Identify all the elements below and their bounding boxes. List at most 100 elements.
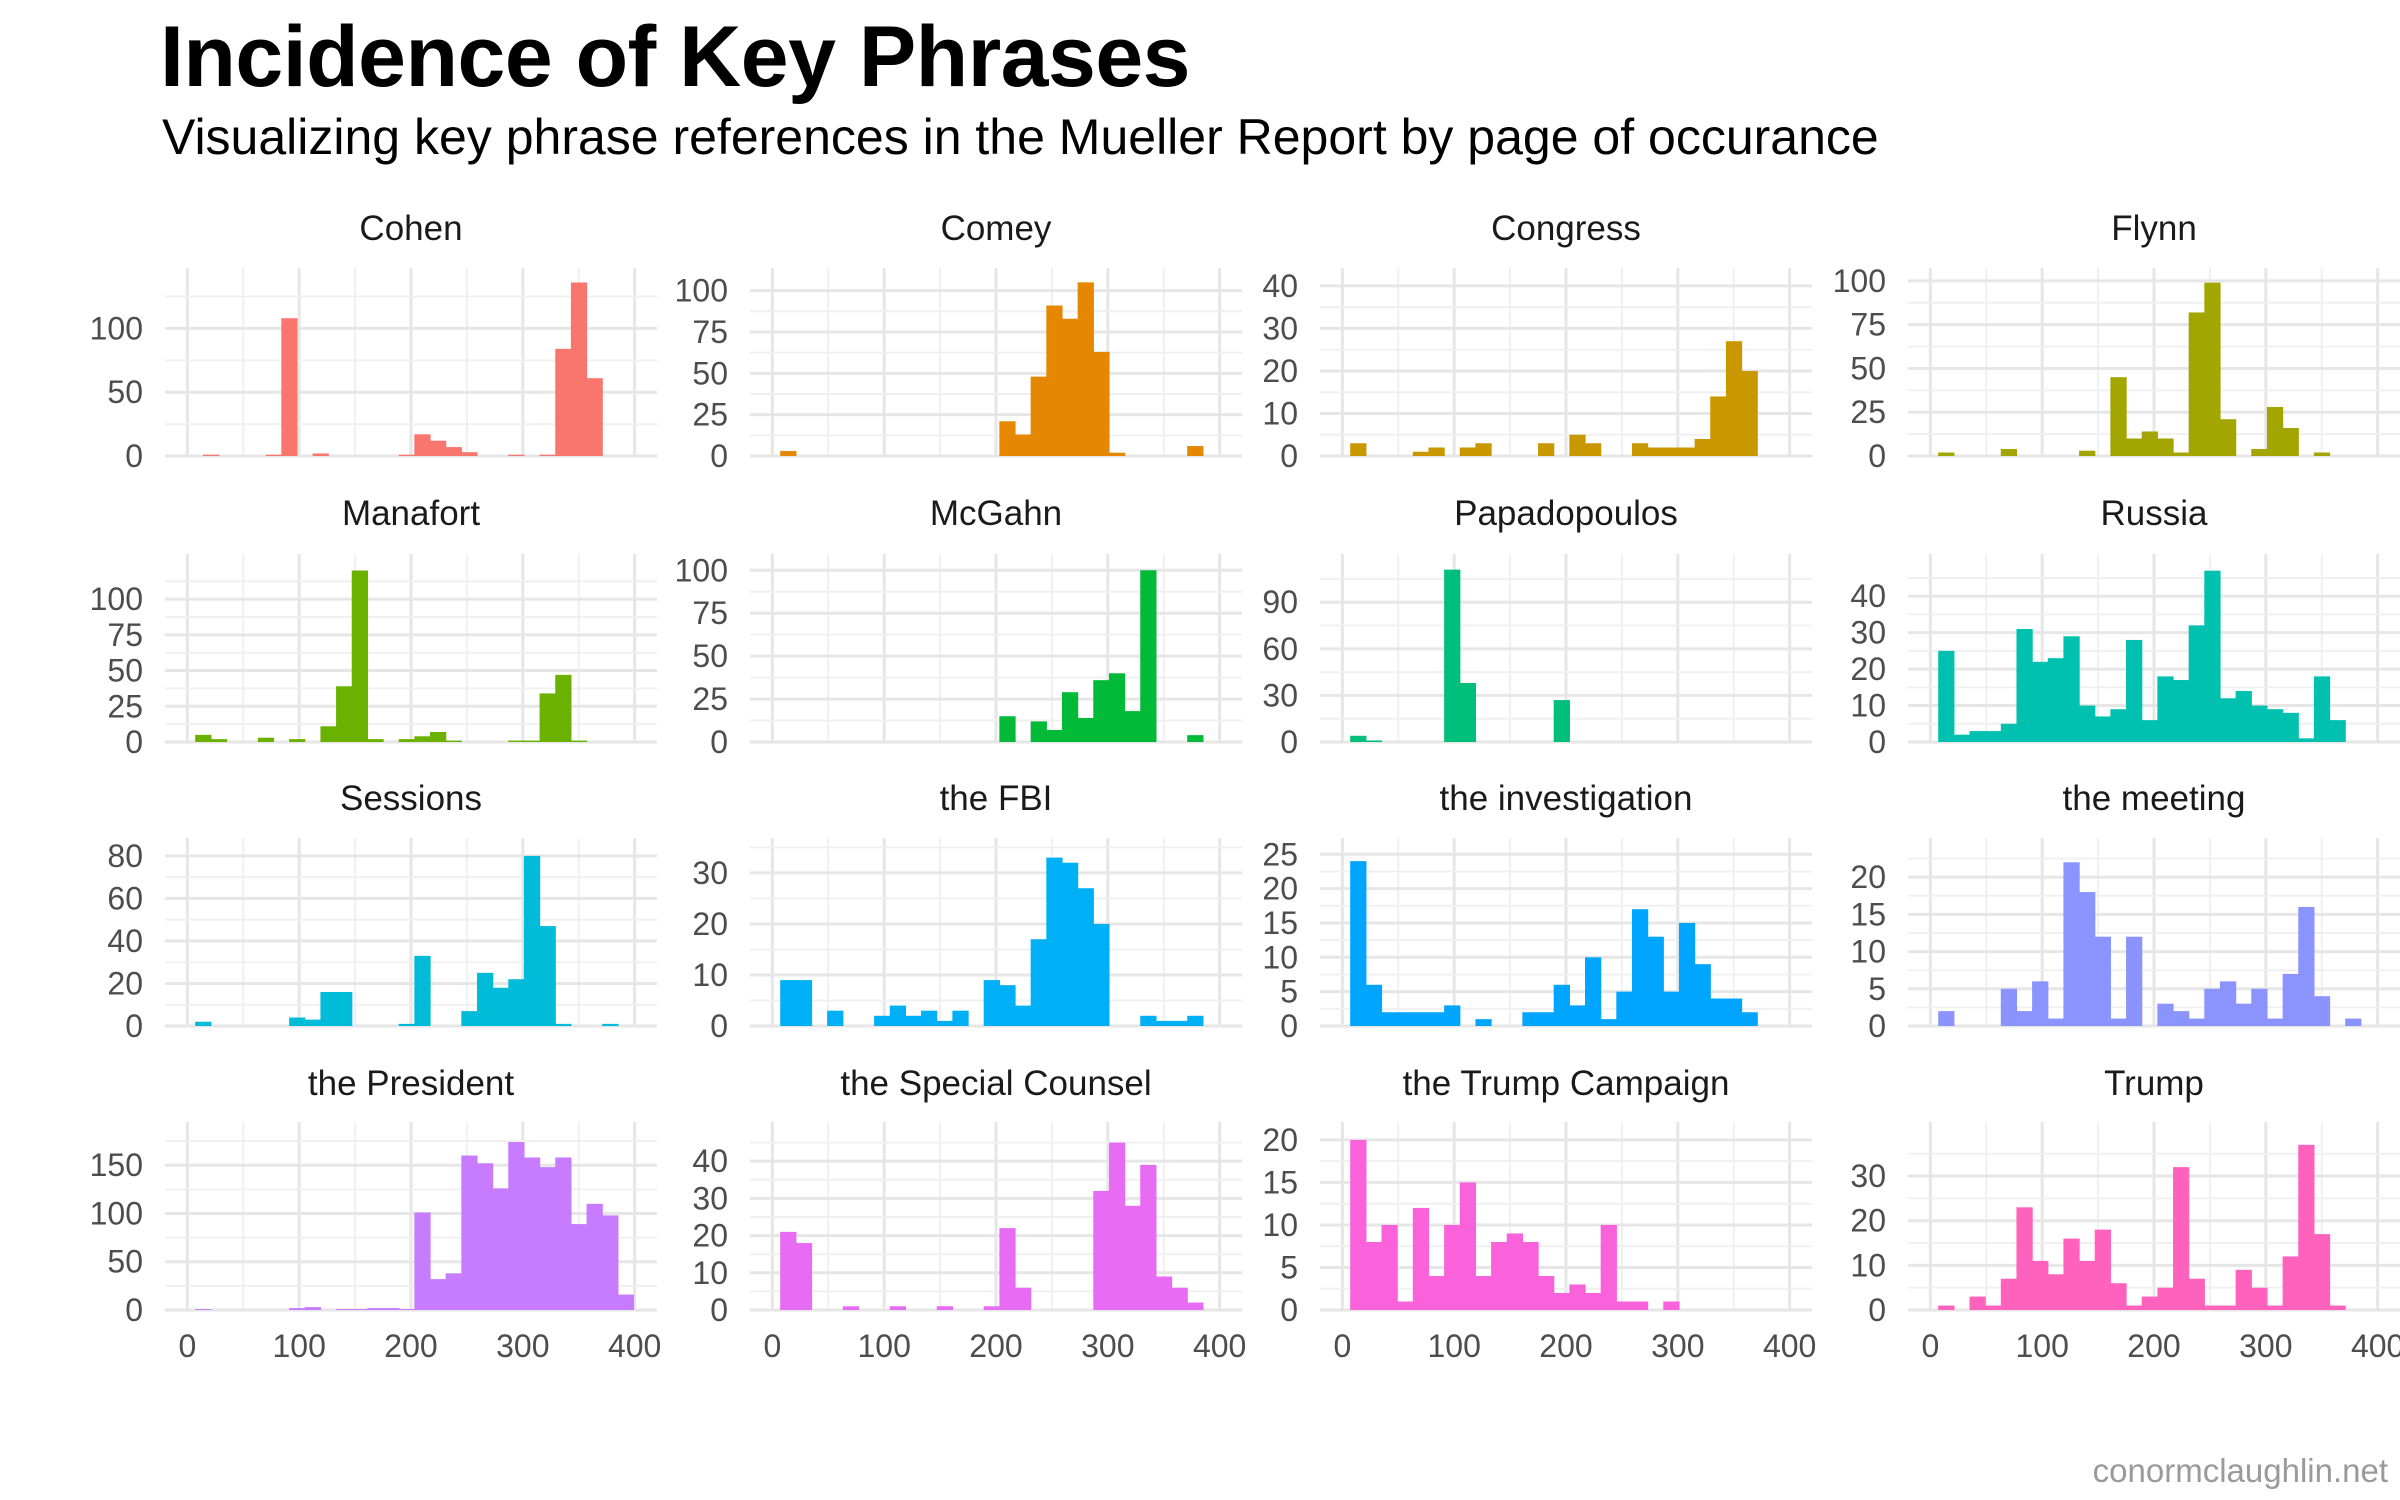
bar	[508, 979, 525, 1026]
y-tick-label: 100	[1833, 263, 1886, 299]
bar	[2188, 1018, 2205, 1026]
bar	[842, 1306, 860, 1310]
y-tick-label: 75	[692, 595, 728, 631]
bar	[539, 1167, 556, 1310]
y-tick-label: 75	[1850, 307, 1886, 343]
bar	[2016, 629, 2033, 742]
bar	[2251, 988, 2268, 1026]
bar	[1741, 370, 1758, 456]
y-tick-label: 50	[692, 638, 728, 674]
y-tick-label: 90	[1262, 584, 1298, 620]
bar	[476, 972, 494, 1026]
x-tick-label: 200	[969, 1328, 1022, 1364]
facet-flynn: Flynn 0 25 50 75 100	[1833, 209, 2400, 474]
y-tick-label: 5	[1868, 971, 1886, 1007]
bar	[289, 1308, 306, 1310]
bar	[2126, 438, 2143, 456]
bar	[351, 570, 368, 742]
y-tick-label: 20	[692, 1218, 728, 1254]
bar	[2157, 438, 2174, 456]
bar	[983, 1306, 1000, 1310]
bar	[2126, 639, 2143, 742]
bar	[1077, 888, 1094, 1026]
x-tick-label: 200	[2127, 1328, 2180, 1364]
y-tick-label: 10	[692, 1255, 728, 1291]
y-tick-label: 100	[90, 1195, 143, 1231]
bar	[1600, 1019, 1617, 1026]
bar	[2282, 712, 2299, 742]
y-tick-label: 20	[1262, 871, 1298, 907]
bar	[508, 1142, 525, 1310]
bar	[2282, 427, 2299, 456]
bar	[1061, 692, 1079, 742]
bar	[1491, 1241, 1508, 1310]
bar	[2173, 452, 2190, 456]
y-tick-label: 0	[1280, 1008, 1298, 1044]
bar	[1616, 991, 1633, 1026]
bar	[289, 1017, 306, 1026]
bar	[2204, 1305, 2221, 1310]
y-tick-label: 100	[90, 581, 143, 617]
x-tick-label: 200	[384, 1328, 437, 1364]
bar	[1538, 443, 1555, 456]
bar	[1969, 1296, 1986, 1310]
bar	[2173, 1167, 2190, 1310]
bar	[383, 1308, 400, 1310]
bar	[570, 1224, 588, 1310]
bar	[430, 1279, 447, 1310]
bar	[1538, 1012, 1555, 1026]
bar	[312, 453, 329, 456]
y-tick-label: 15	[1262, 1164, 1298, 1200]
y-tick-label: 20	[1850, 1203, 1886, 1239]
bar	[1553, 1292, 1570, 1310]
bar	[1108, 673, 1126, 742]
bar	[539, 926, 556, 1026]
bar	[539, 454, 556, 456]
facet-mcgahn: McGahn 0 25 50 75 100	[675, 494, 1242, 760]
y-tick-label: 30	[692, 1180, 728, 1216]
bar	[1365, 740, 1383, 742]
bar	[1140, 570, 1157, 742]
x-tick-label: 400	[2351, 1328, 2400, 1364]
y-tick-label: 100	[90, 310, 143, 346]
bar	[1725, 341, 1743, 456]
bar	[1187, 446, 1204, 456]
bar	[2079, 450, 2096, 456]
bar	[2110, 709, 2127, 742]
y-tick-label: 0	[125, 438, 143, 474]
x-tick-label: 100	[1427, 1328, 1480, 1364]
bar	[2173, 1011, 2190, 1026]
y-tick-label: 0	[125, 724, 143, 760]
bar	[1381, 1012, 1398, 1026]
bar	[2188, 1278, 2205, 1310]
bar	[1350, 735, 1367, 742]
bar	[2126, 936, 2143, 1026]
bar	[1938, 1011, 1955, 1026]
bar	[1171, 1287, 1188, 1310]
bar	[2063, 1238, 2080, 1310]
bar	[1412, 1207, 1430, 1310]
y-tick-label: 20	[1262, 1122, 1298, 1158]
bar	[2141, 431, 2158, 456]
y-tick-label: 50	[107, 1244, 143, 1280]
facet-label: the FBI	[940, 779, 1053, 818]
y-tick-label: 30	[1850, 1158, 1886, 1194]
caption: conormclaughlin.net	[2092, 1452, 2388, 1489]
bar	[1187, 735, 1204, 742]
bar	[508, 740, 525, 742]
bar	[2219, 698, 2237, 742]
bar	[2126, 1305, 2143, 1310]
bar	[889, 1005, 907, 1026]
bar	[2251, 1287, 2268, 1310]
facet-label: the investigation	[1440, 779, 1693, 818]
bar	[1569, 1005, 1586, 1026]
bar	[1647, 936, 1664, 1026]
bar	[2251, 705, 2268, 742]
chart-title: Incidence of Key Phrases	[160, 9, 1191, 105]
bar	[414, 955, 431, 1026]
bar	[1397, 1012, 1414, 1026]
y-tick-label: 50	[107, 374, 143, 410]
x-tick-label: 400	[1193, 1328, 1246, 1364]
bar	[2000, 988, 2018, 1026]
